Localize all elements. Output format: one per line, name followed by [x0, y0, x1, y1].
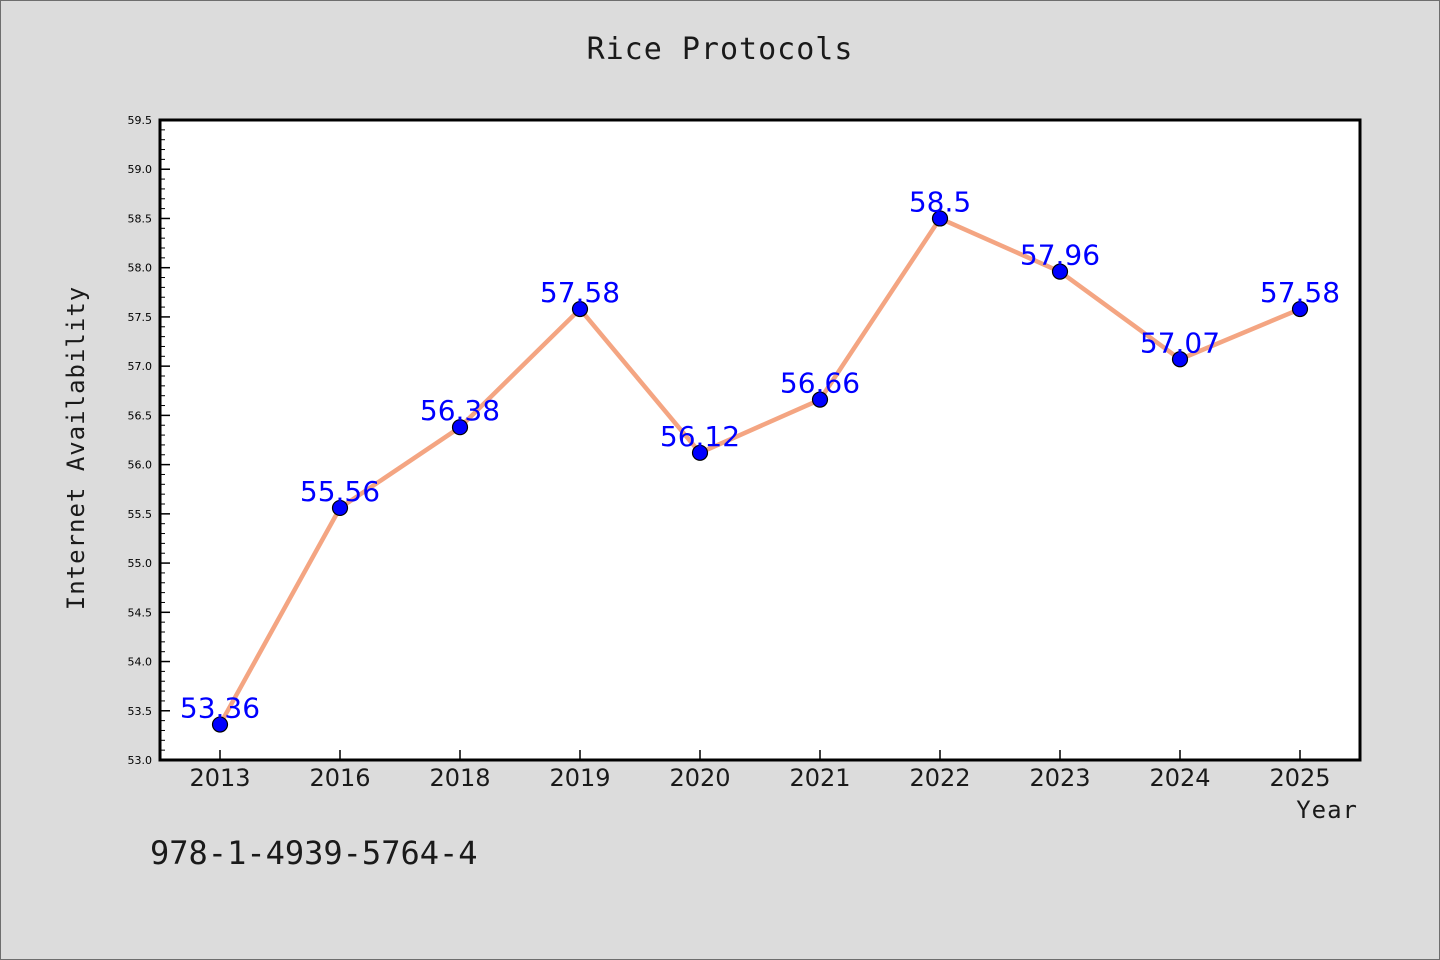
data-label: 56.12: [660, 420, 740, 453]
data-point: [1291, 300, 1309, 318]
plot-area: [158, 118, 1362, 762]
y-tick-label: 53.0: [128, 754, 153, 767]
x-tick-label: 2016: [309, 764, 370, 792]
y-tick-label: 56.0: [128, 459, 153, 472]
y-tick-label: 54.5: [128, 606, 153, 619]
x-tick-label: 2013: [189, 764, 250, 792]
data-point: [1051, 263, 1069, 280]
y-axis: 53.0 53.5 54.0 54.5 55.0 55.5 56.0 56.5 57.0 57.5…: [128, 114, 170, 767]
isbn-footnote: 978-1-4939-5764-4: [150, 834, 478, 872]
x-tick-label: 2019: [549, 764, 610, 792]
data-point: [571, 300, 589, 318]
x-tick-label: 2018: [429, 764, 490, 792]
x-axis-label: Year: [1296, 796, 1358, 824]
y-tick-label: 59.5: [128, 114, 153, 127]
data-label: 56.38: [420, 394, 500, 427]
y-tick-label: 55.0: [128, 557, 153, 570]
data-point: [1171, 351, 1189, 368]
data-point: [811, 391, 829, 408]
y-tick-label: 57.5: [128, 311, 153, 324]
data-label: 57.07: [1140, 326, 1220, 359]
x-tick-label: 2025: [1269, 764, 1330, 792]
series-line: [217, 216, 1303, 727]
y-tick-label: 57.0: [128, 360, 153, 373]
x-tick-label: 2022: [909, 764, 970, 792]
y-tick-label: 58.0: [128, 262, 153, 275]
data-label: 57.58: [1260, 276, 1340, 309]
data-point: [451, 419, 469, 436]
data-label: 56.66: [780, 367, 860, 400]
data-point: [931, 210, 949, 227]
y-tick-label: 55.5: [128, 508, 153, 521]
y-axis-label: Internet Availability: [62, 285, 90, 611]
x-axis: 2013 2016 2018 2019 2020 2021 2022 2023 2024 2025: [189, 750, 1331, 792]
data-labels: 53.36 55.56 56.38 57.58 56.12 56.66 58.5 57.96 5…: [180, 185, 1340, 724]
data-label: 55.56: [300, 475, 380, 508]
data-label: 58.5: [909, 185, 971, 218]
x-tick-label: 2023: [1029, 764, 1090, 792]
x-tick-label: 2024: [1149, 764, 1210, 792]
y-tick-label: 58.5: [128, 212, 153, 225]
y-tick-label: 56.5: [128, 409, 153, 422]
x-tick-label: 2020: [669, 764, 730, 792]
data-label: 57.58: [540, 276, 620, 309]
data-point: [691, 444, 709, 461]
y-tick-label: 54.0: [128, 656, 153, 669]
data-label: 53.36: [180, 692, 260, 725]
y-tick-label: 59.0: [128, 163, 153, 176]
x-tick-label: 2021: [789, 764, 850, 792]
data-point: [211, 716, 229, 733]
chart-title: Rice Protocols: [586, 32, 854, 67]
data-point: [331, 499, 349, 517]
series-markers: [211, 210, 1309, 733]
y-tick-label: 53.5: [128, 705, 153, 718]
data-label: 57.96: [1020, 239, 1100, 272]
